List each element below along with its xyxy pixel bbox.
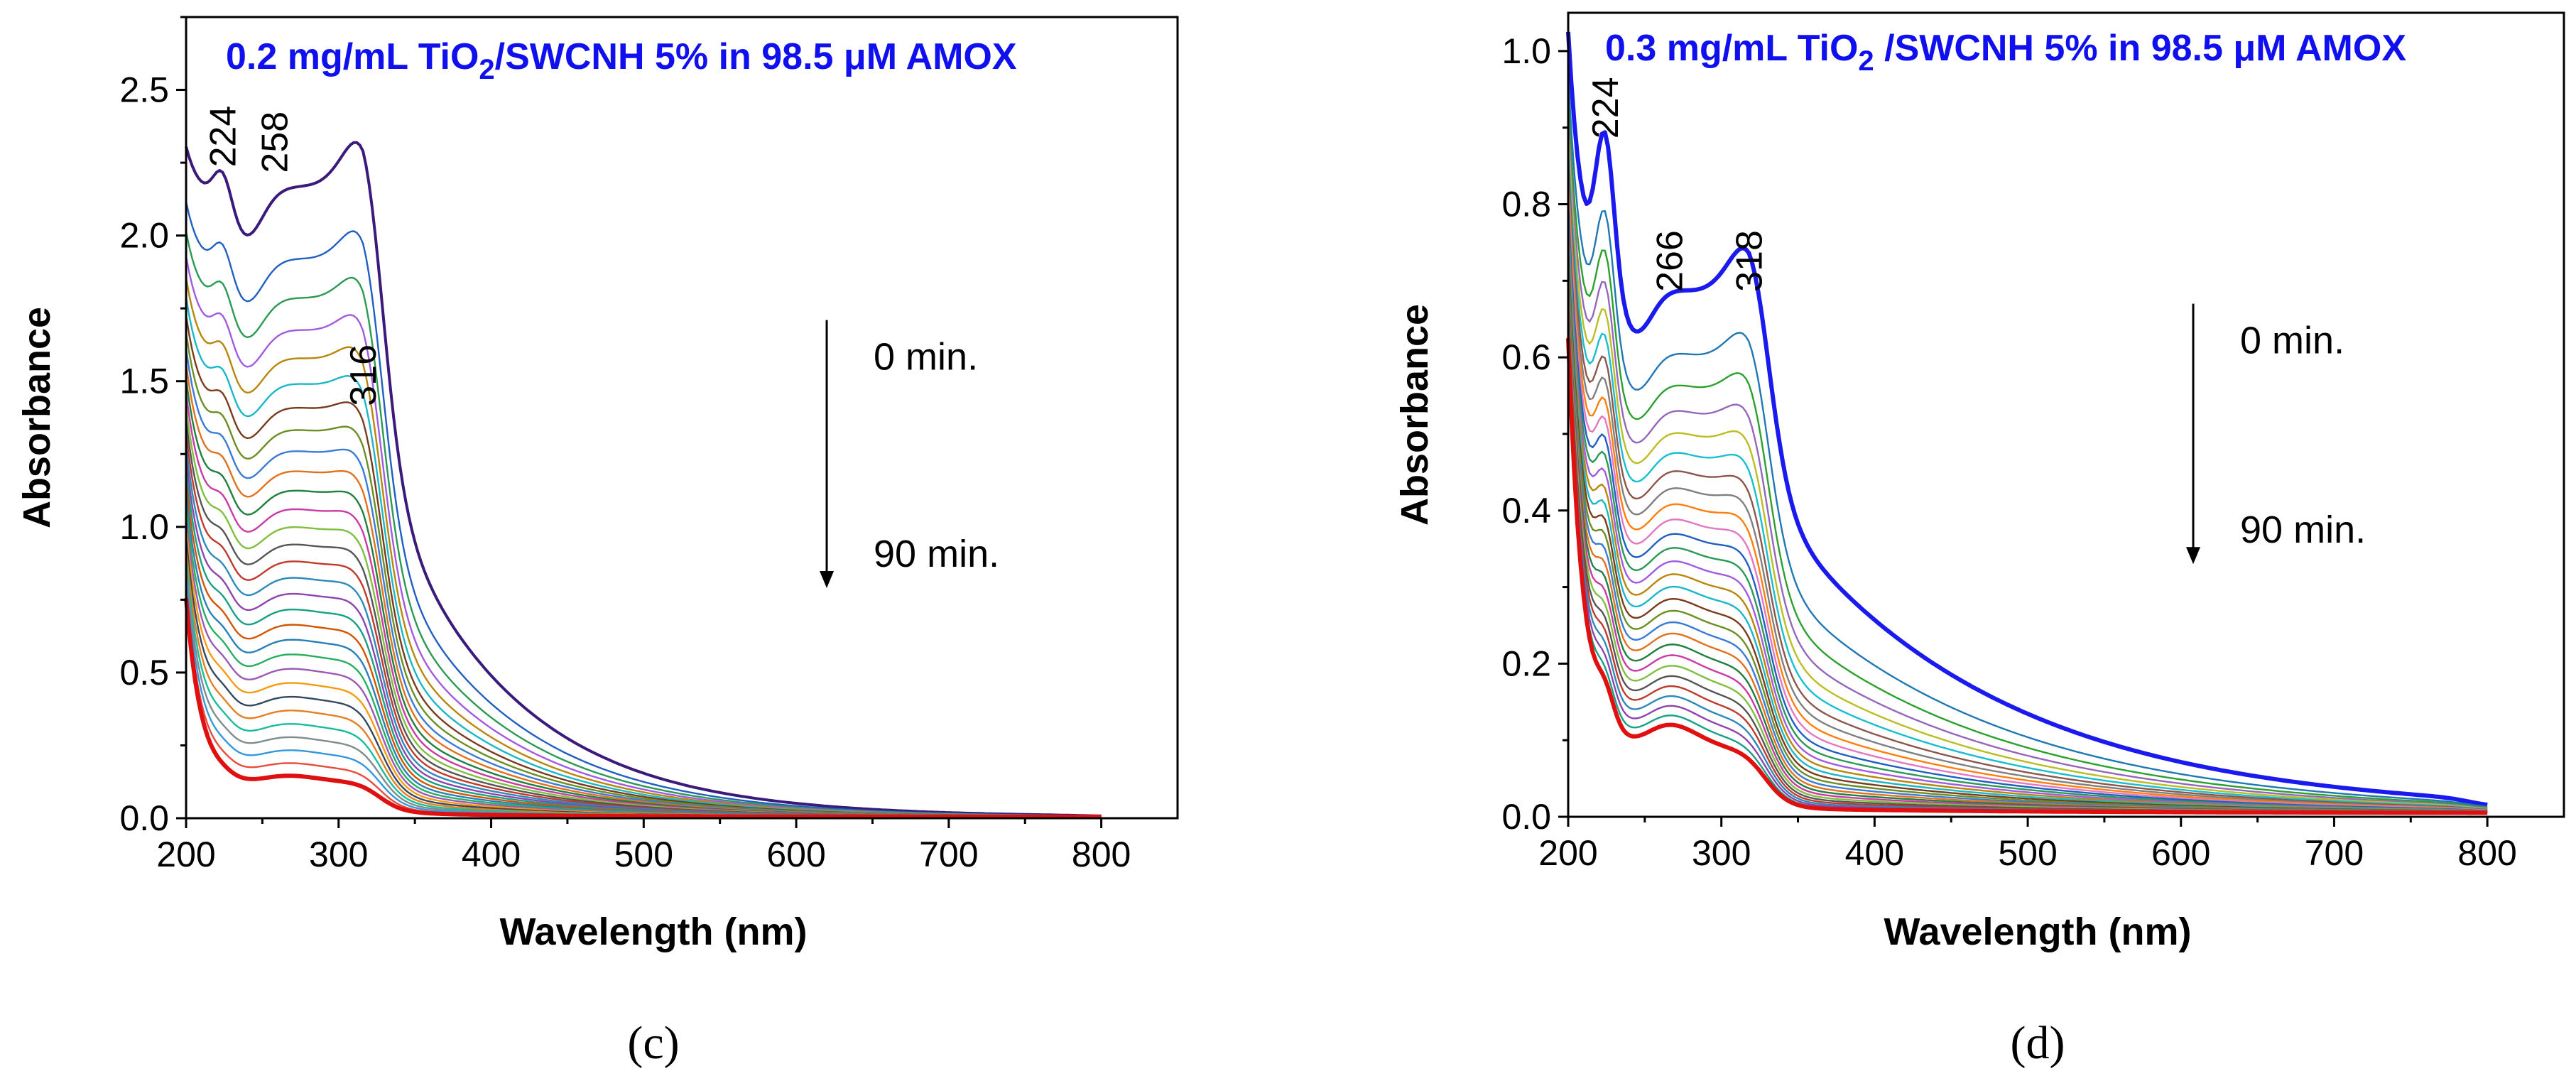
chart-title-main: 0.3 mg/mL TiO [1605,28,1858,69]
spectrum-series-21 [1567,295,2488,814]
x-tick-label: 500 [1998,833,2057,873]
spectrum-series-16 [185,457,1102,817]
chart-title-subscript: 2 [479,54,494,85]
y-tick-label: 1.0 [119,507,169,547]
spectrum-series-9 [185,364,1102,817]
panel-caption: (d) [2011,1017,2065,1069]
x-tick-label: 700 [919,835,978,874]
spectrum-series-15 [185,445,1102,817]
time-arrow-head [2186,547,2201,565]
x-tick-label: 600 [2151,833,2210,873]
chart-title: 0.3 mg/mL TiO2 /SWCNH 5% in 98.5 μM AMOX [1605,28,2406,77]
peak-labels: 224 258 316 [203,106,385,406]
time-end-label: 90 min. [2240,509,2366,551]
x-tick-label: 300 [309,835,368,874]
spectrum-series-8 [185,348,1102,817]
y-tick-label: 0.0 [1501,797,1551,837]
time-arrow [820,320,835,588]
spectrum-series-2 [1567,98,2488,809]
axis-ticks: 200 300 400 500 600 700 800 0.0 0.2 0.4 0.6 0.8 1.0 [1501,31,2516,873]
chart-title: 0.2 mg/mL TiO2/SWCNH 5% in 98.5 μM AMOX [226,36,1017,85]
chart-title-rest: /SWCNH 5% in 98.5 μM AMOX [495,36,1017,77]
x-tick-label: 700 [2305,833,2364,873]
y-axis-label: Absorbance [1393,304,1436,526]
spectra-series-group [184,141,1102,819]
spectrum-series-0 [185,141,1102,817]
panel-caption: (c) [627,1017,679,1069]
x-tick-label: 800 [1072,835,1131,874]
peak-label: 318 [1729,230,1771,292]
spectrum-series-27 [1566,337,2488,815]
time-arrow [2186,303,2201,565]
spectrum-series-2 [185,231,1102,817]
time-start-label: 0 min. [2240,320,2344,362]
spectrum-series-6 [1567,158,2488,811]
y-tick-label: 0.2 [1501,643,1551,683]
spectrum-series-29 [184,598,1102,819]
x-tick-label: 600 [766,835,825,874]
x-tick-label: 400 [462,835,521,874]
time-end-label: 90 min. [874,533,999,575]
spectra-series-group [1566,31,2488,815]
plot-frame [1567,11,2565,818]
spectrum-series-1 [1567,75,2488,808]
spectrum-series-7 [1567,170,2488,811]
spectrum-series-10 [185,379,1102,817]
spectrum-series-14 [185,433,1102,817]
peak-label: 266 [1649,230,1690,292]
y-tick-label: 2.0 [119,216,169,256]
x-tick-label: 300 [1692,833,1751,873]
x-tick-label: 200 [156,835,215,874]
x-tick-label: 800 [2457,833,2516,873]
chart-title-rest: /SWCNH 5% in 98.5 μM AMOX [1874,28,2407,69]
y-tick-label: 1.0 [1501,31,1551,71]
time-arrow-head [820,570,835,588]
plot-frame [185,16,1179,820]
x-tick-label: 500 [614,835,673,874]
spectrum-series-23 [185,537,1102,818]
peak-labels: 224 266 318 [1585,77,1771,292]
y-tick-label: 0.8 [1501,185,1551,224]
spectrum-series-13 [185,420,1102,817]
chart-title-subscript: 2 [1858,45,1874,77]
chart-panel-d: 200 300 400 500 600 700 8000.00.20.40.60.81.0 … [1393,11,2565,1069]
y-tick-label: 0.0 [119,798,169,838]
spectrum-series-5 [1567,145,2488,810]
spectrum-series-24 [185,548,1102,818]
spectrum-series-22 [1567,303,2488,814]
spectrum-series-4 [1567,131,2488,810]
y-tick-label: 2.5 [119,70,169,110]
x-axis-label: Wavelength (nm) [1884,911,2191,953]
y-axis-label: Absorbance [16,307,58,528]
axis-ticks: 200 300 400 500 600 700 800 0.0 0.5 1.0 1.5 2.0 2.5 [119,16,1131,874]
x-tick-label: 400 [1845,833,1904,873]
spectrum-series-3 [1567,116,2488,810]
peak-label: 258 [255,112,296,173]
peak-label: 316 [343,344,384,406]
time-start-label: 0 min. [874,336,978,379]
y-tick-label: 0.4 [1501,491,1551,531]
peak-label: 224 [203,106,244,168]
spectrum-series-0 [1566,31,2488,808]
peak-label: 224 [1585,77,1626,139]
y-tick-label: 0.5 [119,653,169,692]
y-tick-label: 1.5 [119,362,169,401]
chart-panel-c: 200 300 400 500 600 700 8000.00.51.01.52.02.5 … [16,16,1179,1069]
x-axis-label: Wavelength (nm) [499,911,807,953]
chart-title-main: 0.2 mg/mL TiO [226,36,479,77]
y-tick-label: 0.6 [1501,337,1551,377]
x-tick-label: 200 [1538,833,1597,873]
